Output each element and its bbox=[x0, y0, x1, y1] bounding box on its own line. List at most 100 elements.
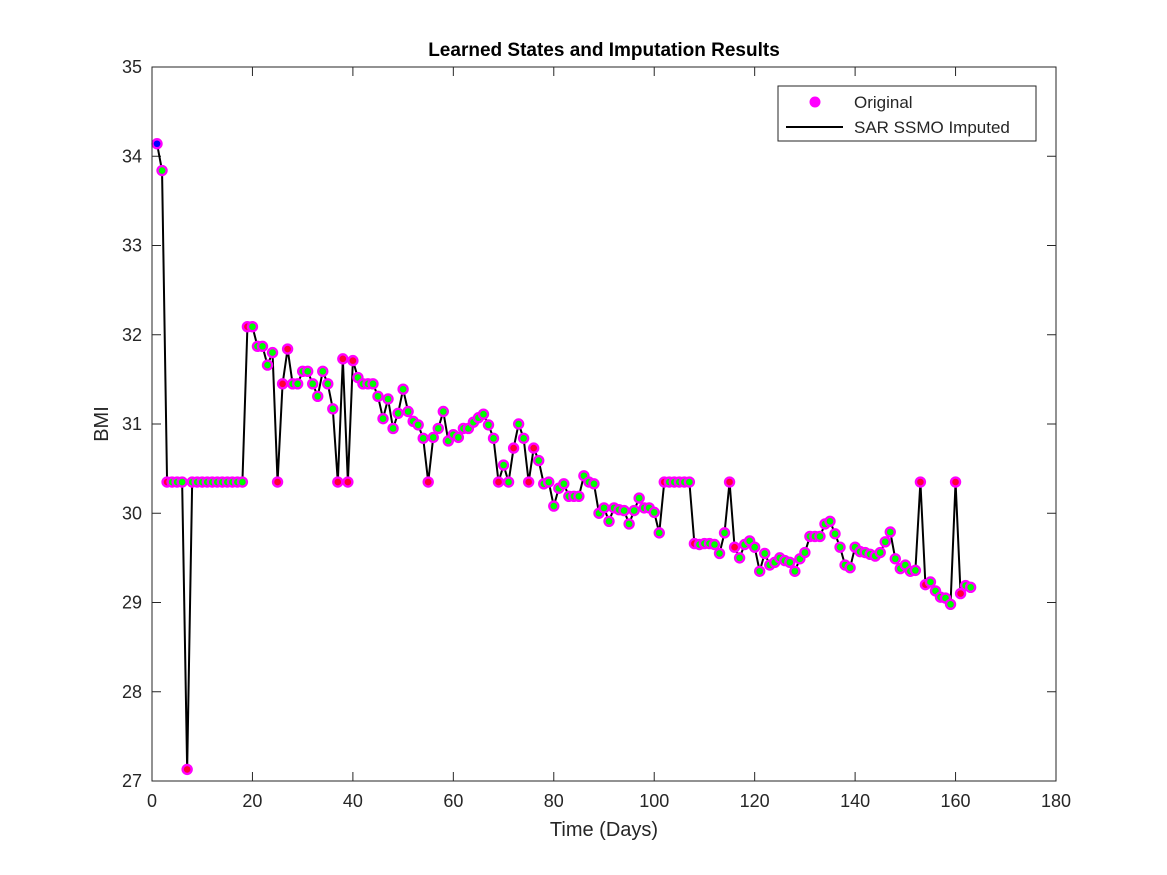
data-point-state-marker bbox=[274, 478, 281, 486]
y-tick-label: 34 bbox=[122, 146, 142, 166]
data-point-state-marker bbox=[495, 478, 502, 486]
x-tick-label: 80 bbox=[544, 791, 564, 811]
data-point-state-marker bbox=[334, 478, 342, 486]
legend-box bbox=[777, 85, 1037, 142]
data-point-state-marker bbox=[404, 408, 412, 415]
data-point-state-marker bbox=[912, 567, 919, 574]
data-point-state-marker bbox=[465, 425, 472, 432]
data-point-state-marker bbox=[424, 478, 432, 486]
data-point-state-marker bbox=[314, 393, 322, 400]
legend-marker-original bbox=[809, 96, 821, 108]
data-point-state-marker bbox=[294, 380, 301, 388]
x-axis-label: Time (Days) bbox=[550, 819, 658, 841]
data-point-state-marker bbox=[339, 355, 347, 363]
data-point-state-marker bbox=[329, 405, 337, 413]
data-point-state-marker bbox=[530, 444, 537, 452]
x-tick-label: 100 bbox=[639, 791, 669, 811]
data-point-state-marker bbox=[304, 368, 311, 375]
data-point-state-marker bbox=[490, 434, 497, 442]
x-tick-label: 40 bbox=[343, 791, 363, 811]
plot-frame bbox=[151, 66, 1057, 782]
data-point-state-marker bbox=[751, 543, 758, 551]
legend-label-sar-ssmo-imputed: SAR SSMO Imputed bbox=[854, 118, 1010, 137]
data-point-state-marker bbox=[500, 461, 507, 469]
data-point-state-marker bbox=[429, 434, 437, 441]
data-point-state-marker bbox=[711, 541, 718, 548]
data-point-state-marker bbox=[726, 478, 733, 486]
data-point-state-marker bbox=[932, 587, 939, 595]
data-point-state-marker bbox=[902, 561, 909, 569]
y-tick-label: 28 bbox=[122, 682, 142, 702]
data-point-state-marker bbox=[399, 385, 407, 393]
data-point-state-marker bbox=[374, 393, 382, 400]
data-point-state-marker bbox=[153, 140, 161, 148]
data-point-state-marker bbox=[746, 537, 753, 545]
data-point-state-marker bbox=[183, 766, 191, 773]
data-point-state-marker bbox=[590, 480, 598, 488]
data-point-state-marker bbox=[886, 528, 894, 536]
data-point-state-marker bbox=[952, 478, 959, 486]
legend-label-original: Original bbox=[854, 93, 913, 112]
data-point-state-marker bbox=[736, 554, 743, 562]
y-tick-label: 27 bbox=[122, 771, 142, 791]
y-tick-label: 29 bbox=[122, 593, 142, 613]
data-point-state-marker bbox=[716, 550, 723, 557]
chart-title: Learned States and Imputation Results bbox=[428, 40, 780, 61]
data-point-state-marker bbox=[445, 437, 452, 445]
data-point-state-marker bbox=[942, 594, 949, 602]
data-point-state-marker bbox=[525, 478, 532, 486]
data-point-state-marker bbox=[846, 564, 854, 571]
data-point-state-marker bbox=[439, 408, 447, 415]
plot-area bbox=[152, 67, 1056, 781]
x-tick-label: 180 bbox=[1041, 791, 1071, 811]
data-point-state-marker bbox=[158, 167, 166, 174]
x-tick-label: 140 bbox=[840, 791, 870, 811]
data-point-state-marker bbox=[881, 538, 889, 546]
y-tick-label: 30 bbox=[122, 503, 142, 523]
data-point-state-marker bbox=[791, 567, 799, 575]
data-point-state-marker bbox=[580, 472, 588, 480]
legend: Original SAR SSMO Imputed bbox=[777, 85, 1037, 142]
data-point-state-marker bbox=[550, 502, 558, 510]
data-point-state-marker bbox=[249, 323, 256, 331]
x-tick-label: 0 bbox=[147, 791, 157, 811]
data-point-state-marker bbox=[786, 559, 794, 566]
data-point-state-marker bbox=[384, 395, 392, 403]
data-point-state-marker bbox=[600, 504, 608, 512]
data-point-state-marker bbox=[731, 543, 738, 551]
data-point-state-marker bbox=[876, 549, 884, 556]
data-point-state-marker bbox=[891, 555, 899, 563]
data-point-state-marker bbox=[259, 343, 266, 350]
data-point-state-marker bbox=[957, 590, 964, 597]
data-point-state-marker bbox=[545, 478, 553, 486]
data-point-state-marker bbox=[510, 444, 517, 452]
x-tick-label: 120 bbox=[740, 791, 770, 811]
data-point-state-marker bbox=[836, 543, 844, 551]
data-point-state-marker bbox=[655, 529, 663, 537]
data-point-state-marker bbox=[349, 357, 357, 364]
data-point-state-marker bbox=[284, 345, 291, 353]
data-point-state-marker bbox=[721, 529, 728, 537]
data-point-state-marker bbox=[630, 507, 638, 514]
data-point-state-marker bbox=[650, 509, 658, 516]
data-point-state-marker bbox=[480, 410, 487, 418]
data-point-state-marker bbox=[239, 478, 246, 486]
data-point-state-marker bbox=[927, 578, 934, 586]
data-point-state-marker bbox=[620, 507, 628, 514]
data-point-state-marker bbox=[414, 421, 422, 429]
data-point-state-marker bbox=[560, 480, 568, 488]
y-tick-label: 32 bbox=[122, 325, 142, 345]
series-points-original bbox=[151, 138, 977, 776]
data-point-state-marker bbox=[309, 380, 317, 388]
data-point-state-marker bbox=[505, 478, 512, 486]
data-point-state-marker bbox=[319, 368, 327, 375]
data-point-state-marker bbox=[394, 409, 402, 417]
data-point-state-marker bbox=[756, 567, 763, 575]
y-tick-label: 33 bbox=[122, 236, 142, 256]
data-point-state-marker bbox=[344, 478, 352, 486]
axis-tick-labels: 0 20 40 60 80 100 120 140 160 180 27 28 29 30 31 32 33 34… bbox=[122, 57, 1071, 811]
data-point-state-marker bbox=[455, 434, 462, 441]
data-point-state-marker bbox=[816, 533, 824, 540]
y-tick-label: 31 bbox=[122, 414, 142, 434]
